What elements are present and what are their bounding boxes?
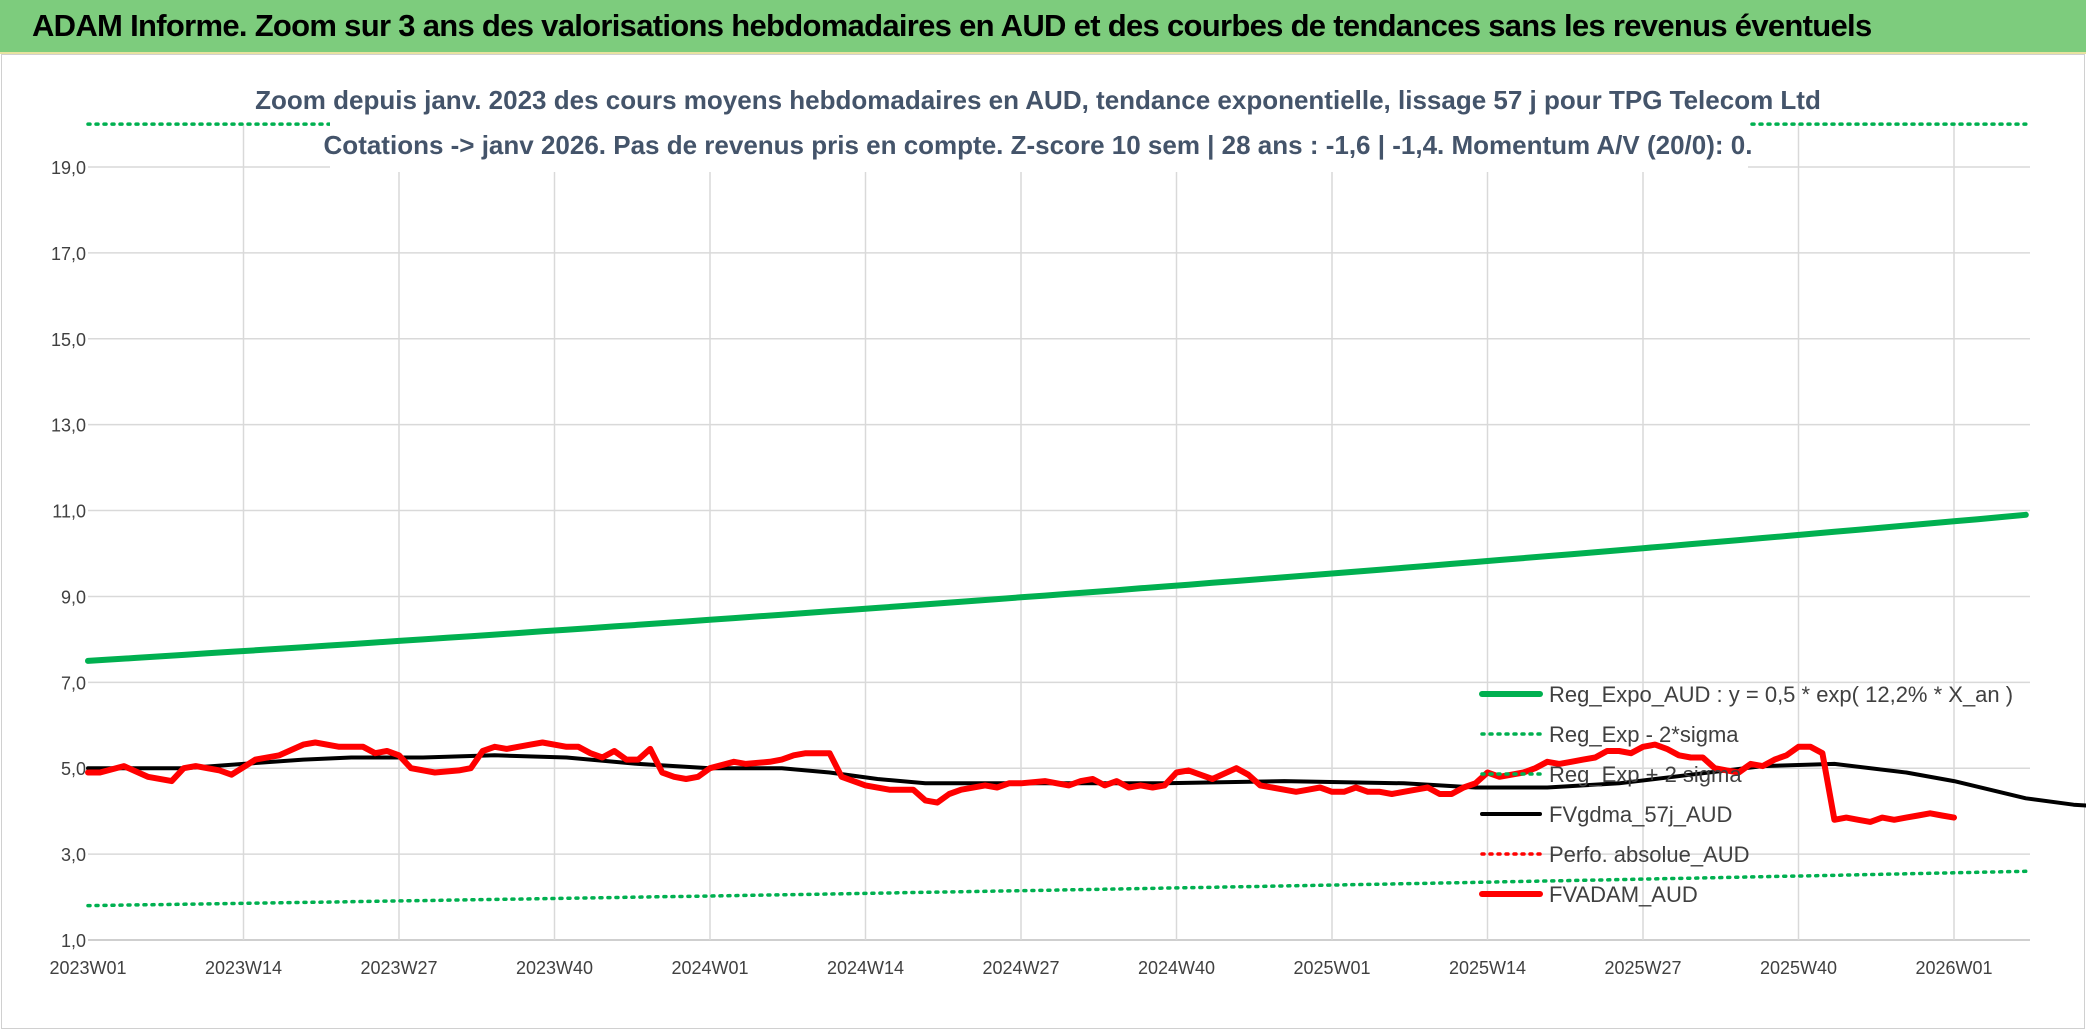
y-tick-label: 5,0	[61, 759, 86, 779]
legend: Reg_Expo_AUD : y = 0,5 * exp( 12,2% * X_…	[1479, 682, 2013, 907]
y-tick-label: 17,0	[51, 244, 86, 264]
x-tick-label: 2024W40	[1138, 958, 1215, 978]
legend-label: FVgdma_57j_AUD	[1549, 802, 1732, 827]
legend-label: FVADAM_AUD	[1549, 882, 1698, 907]
x-tick-label: 2023W01	[49, 958, 126, 978]
series-layer	[85, 511, 2086, 825]
y-tick-label: 9,0	[61, 587, 86, 607]
x-tick-label: 2025W40	[1760, 958, 1837, 978]
sigma-bands	[86, 122, 2028, 908]
y-tick-label: 19,0	[51, 158, 86, 178]
x-tick-label: 2024W01	[671, 958, 748, 978]
y-tick-label: 7,0	[61, 673, 86, 693]
chart-subtitle: Cotations -> janv 2026. Pas de revenus p…	[324, 130, 1753, 160]
y-tick-label: 13,0	[51, 416, 86, 436]
x-tick-label: 2026W01	[1915, 958, 1992, 978]
y-tick-label: 1,0	[61, 931, 86, 951]
x-tick-label: 2023W40	[516, 958, 593, 978]
series-line-reg-expo-aud-y-0-5-exp-12-2-x-an	[85, 511, 2029, 664]
y-tick-label: 15,0	[51, 330, 86, 350]
y-tick-label: 11,0	[52, 502, 86, 522]
y-tick-label: 3,0	[61, 845, 86, 865]
x-tick-label: 2025W01	[1293, 958, 1370, 978]
legend-label: Reg_Exp + 2 sigma	[1549, 762, 1742, 787]
x-tick-label: 2023W27	[360, 958, 437, 978]
grid-layer	[88, 124, 2030, 941]
chart-title: Zoom depuis janv. 2023 des cours moyens …	[255, 85, 1821, 115]
page-title: ADAM Informe. Zoom sur 3 ans des valoris…	[32, 8, 1872, 43]
series-line-reg-exp-2-sigma	[86, 869, 2028, 908]
page-header: ADAM Informe. Zoom sur 3 ans des valoris…	[0, 0, 2086, 54]
legend-label: Perfo. absolue_AUD	[1549, 842, 1750, 867]
legend-label: Reg_Expo_AUD : y = 0,5 * exp( 12,2% * X_…	[1549, 682, 2013, 707]
legend-label: Reg_Exp - 2*sigma	[1549, 722, 1739, 747]
x-tick-label: 2023W14	[205, 958, 282, 978]
x-tick-label: 2025W14	[1449, 958, 1526, 978]
x-axis: 2023W01 2023W14 2023W27 2023W40 2024W01 2024W…	[49, 958, 1992, 978]
subtitle-background	[330, 76, 1748, 172]
x-tick-label: 2024W14	[827, 958, 904, 978]
series-line-fvadam-aud	[85, 739, 1957, 825]
x-tick-label: 2024W27	[982, 958, 1059, 978]
y-axis: 1,0 3,0 5,0 7,0 9,0 11,0 13,0 15,0 17,0 19,0	[51, 158, 86, 951]
x-tick-label: 2025W27	[1604, 958, 1681, 978]
